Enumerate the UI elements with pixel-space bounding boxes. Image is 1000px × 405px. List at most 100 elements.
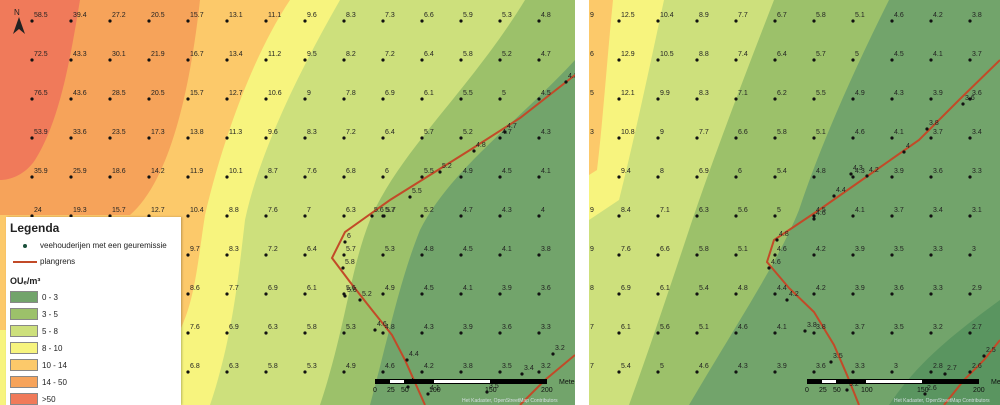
receptor-point [812, 97, 816, 101]
receptor-point [342, 136, 346, 140]
odour-value-label: 3.1 [972, 207, 982, 214]
odour-value-label: 7.6 [190, 324, 200, 331]
receptor-point [147, 19, 151, 23]
odour-value-label: 4.9 [463, 168, 473, 175]
scale-tick-label: 25 [387, 387, 395, 394]
border-value-label: 2.6 [927, 385, 937, 392]
receptor-point [381, 19, 385, 23]
odour-value-label: 4.8 [541, 12, 551, 19]
odour-value-label: 3.7 [894, 207, 904, 214]
border-value-label: 4.2 [789, 291, 799, 298]
receptor-point [264, 19, 268, 23]
odour-value-label: 2.9 [972, 285, 982, 292]
receptor-point [381, 175, 385, 179]
odour-value-label: 7.6 [621, 246, 631, 253]
odour-value-label: 4.6 [699, 363, 709, 370]
receptor-point [929, 331, 933, 335]
receptor-point [968, 331, 972, 335]
legend-class-item: 0 - 3 [10, 291, 58, 303]
odour-value-label: 3.3 [541, 324, 551, 331]
odour-map-current[interactable]: 58.5 39.4 27.2 20.5 15.7 13.1 11.1 9.6 8.3 7.3 6.6… [0, 0, 575, 405]
receptor-point [961, 102, 965, 106]
odour-value-label: 9.5 [307, 51, 317, 58]
receptor-point [30, 19, 34, 23]
receptor-point [459, 136, 463, 140]
odour-value-label: 11.1 [268, 12, 281, 19]
odour-value-label: 4.1 [855, 207, 865, 214]
receptor-point [498, 58, 502, 62]
receptor-point [343, 294, 347, 298]
odour-value-label: 7.3 [385, 12, 395, 19]
receptor-point [30, 58, 34, 62]
odour-value-label: 5.1 [816, 129, 826, 136]
receptor-point [303, 19, 307, 23]
receptor-point [734, 19, 738, 23]
receptor-point [264, 331, 268, 335]
receptor-point [459, 331, 463, 335]
odour-value-label: 76.5 [34, 90, 48, 97]
receptor-point [656, 97, 660, 101]
odour-value-label: 5.3 [346, 324, 356, 331]
odour-value-label: 9.7 [190, 246, 200, 253]
odour-value-label: 7.8 [346, 90, 356, 97]
receptor-point [303, 292, 307, 296]
receptor-point [342, 97, 346, 101]
odour-value-label: 8.3 [229, 246, 239, 253]
receptor-point [381, 58, 385, 62]
receptor-point [832, 194, 836, 198]
odour-value-label: 6.7 [777, 12, 787, 19]
odour-value-label: 8.9 [699, 12, 709, 19]
receptor-point [381, 370, 385, 374]
odour-value-label: 5.9 [463, 12, 473, 19]
odour-value-label: 5.1 [738, 246, 748, 253]
receptor-point [459, 292, 463, 296]
receptor-point [420, 136, 424, 140]
receptor-point [69, 19, 73, 23]
border-value-label: 3.6 [965, 95, 975, 102]
border-value-label: 3.2 [849, 381, 859, 388]
odour-value-label: 5.8 [307, 324, 317, 331]
zone-10-14 [589, 0, 613, 175]
receptor-points-left: 58.5 39.4 27.2 20.5 15.7 13.1 11.1 9.6 8.3 7.3 6.6… [30, 12, 551, 374]
receptor-point [773, 331, 777, 335]
odour-map-planned[interactable]: 12.5 10.4 8.9 7.7 6.7 5.8 5.1 4.6 4.2 3.8 12.9 10.5… [589, 0, 1000, 405]
receptor-point [890, 136, 894, 140]
receptor-point [773, 292, 777, 296]
receptor-point [902, 150, 906, 154]
odour-value-label: 8.3 [346, 12, 356, 19]
legend-class-label: 8 - 10 [42, 343, 63, 353]
receptor-point [303, 370, 307, 374]
odour-value-label: 5.6 [738, 207, 748, 214]
receptor-point [982, 354, 986, 358]
odour-value-label: 25.9 [73, 168, 87, 175]
odour-value-label: 3.4 [933, 207, 943, 214]
odour-value-label: 5 [660, 363, 664, 370]
odour-value-label: 9 [660, 129, 664, 136]
odour-value-label: 4.5 [541, 90, 551, 97]
odour-value-label: 5.2 [502, 51, 512, 58]
border-value-label: 3.4 [524, 365, 534, 372]
border-value-label: 3.5 [489, 383, 499, 390]
receptor-point [537, 292, 541, 296]
plan-border-icon [13, 260, 37, 263]
receptor-point [108, 175, 112, 179]
odour-value-label: 18.6 [112, 168, 126, 175]
receptor-point [186, 331, 190, 335]
odour-value-label: 2.6 [972, 363, 982, 370]
map-canvas-right[interactable]: 12.5 10.4 8.9 7.7 6.7 5.8 5.1 4.6 4.2 3.8 12.9 10.5… [589, 0, 1000, 405]
receptor-point [343, 240, 347, 244]
receptor-point [303, 253, 307, 257]
odour-value-label: 3.9 [777, 363, 787, 370]
odour-value-label: 6.1 [307, 285, 317, 292]
odour-value-label: 17.3 [151, 129, 165, 136]
odour-value-label: 3.6 [816, 363, 826, 370]
border-value-label: 4.3 [853, 165, 863, 172]
scale-unit-label: Meters [559, 379, 575, 386]
zone-above-50 [0, 0, 80, 180]
odour-value-label: 9.4 [621, 168, 631, 175]
receptor-point [225, 58, 229, 62]
odour-value-label: 4.3 [502, 207, 512, 214]
odour-value-label: 12.9 [621, 51, 635, 58]
odour-value-label: 3.6 [894, 285, 904, 292]
odour-value-label: 8.8 [229, 207, 239, 214]
